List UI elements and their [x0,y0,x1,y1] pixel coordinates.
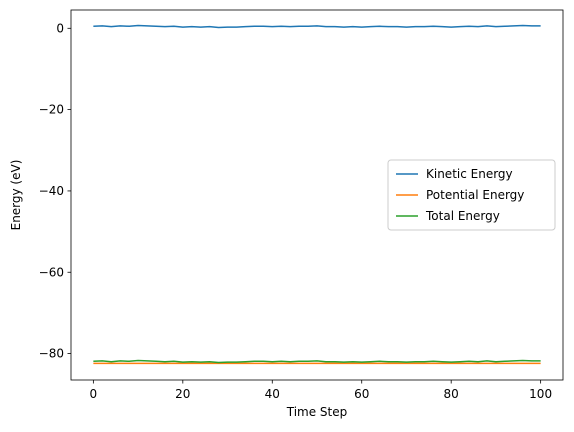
legend-label-total-energy: Total Energy [425,209,500,223]
x-tick-label: 80 [444,387,459,401]
x-tick-label: 20 [175,387,190,401]
y-tick-label: −60 [39,265,64,279]
ticks-layer: 0 20 40 60 80 100 0 −20 −40 −60 −80 [39,21,552,401]
legend: Kinetic Energy Potential Energy Total En… [387,159,556,231]
y-tick-label: −80 [39,347,64,361]
x-axis-label: Time Step [286,405,348,419]
x-tick-label: 60 [354,387,369,401]
axes-frame [70,9,564,381]
series-line-total-energy [93,359,541,364]
legend-box [387,159,556,231]
series-line-kinetic-energy [93,24,541,29]
y-tick-label: −40 [39,184,64,198]
legend-label-kinetic-energy: Kinetic Energy [426,167,513,181]
y-tick-label: 0 [56,21,64,35]
legend-label-potential-energy: Potential Energy [426,188,524,202]
x-tick-label: 0 [90,387,98,401]
x-tick-label: 100 [529,387,552,401]
series-layer [93,24,541,365]
y-axis-label: Energy (eV) [9,160,23,231]
y-tick-label: −20 [39,103,64,117]
x-tick-label: 40 [265,387,280,401]
